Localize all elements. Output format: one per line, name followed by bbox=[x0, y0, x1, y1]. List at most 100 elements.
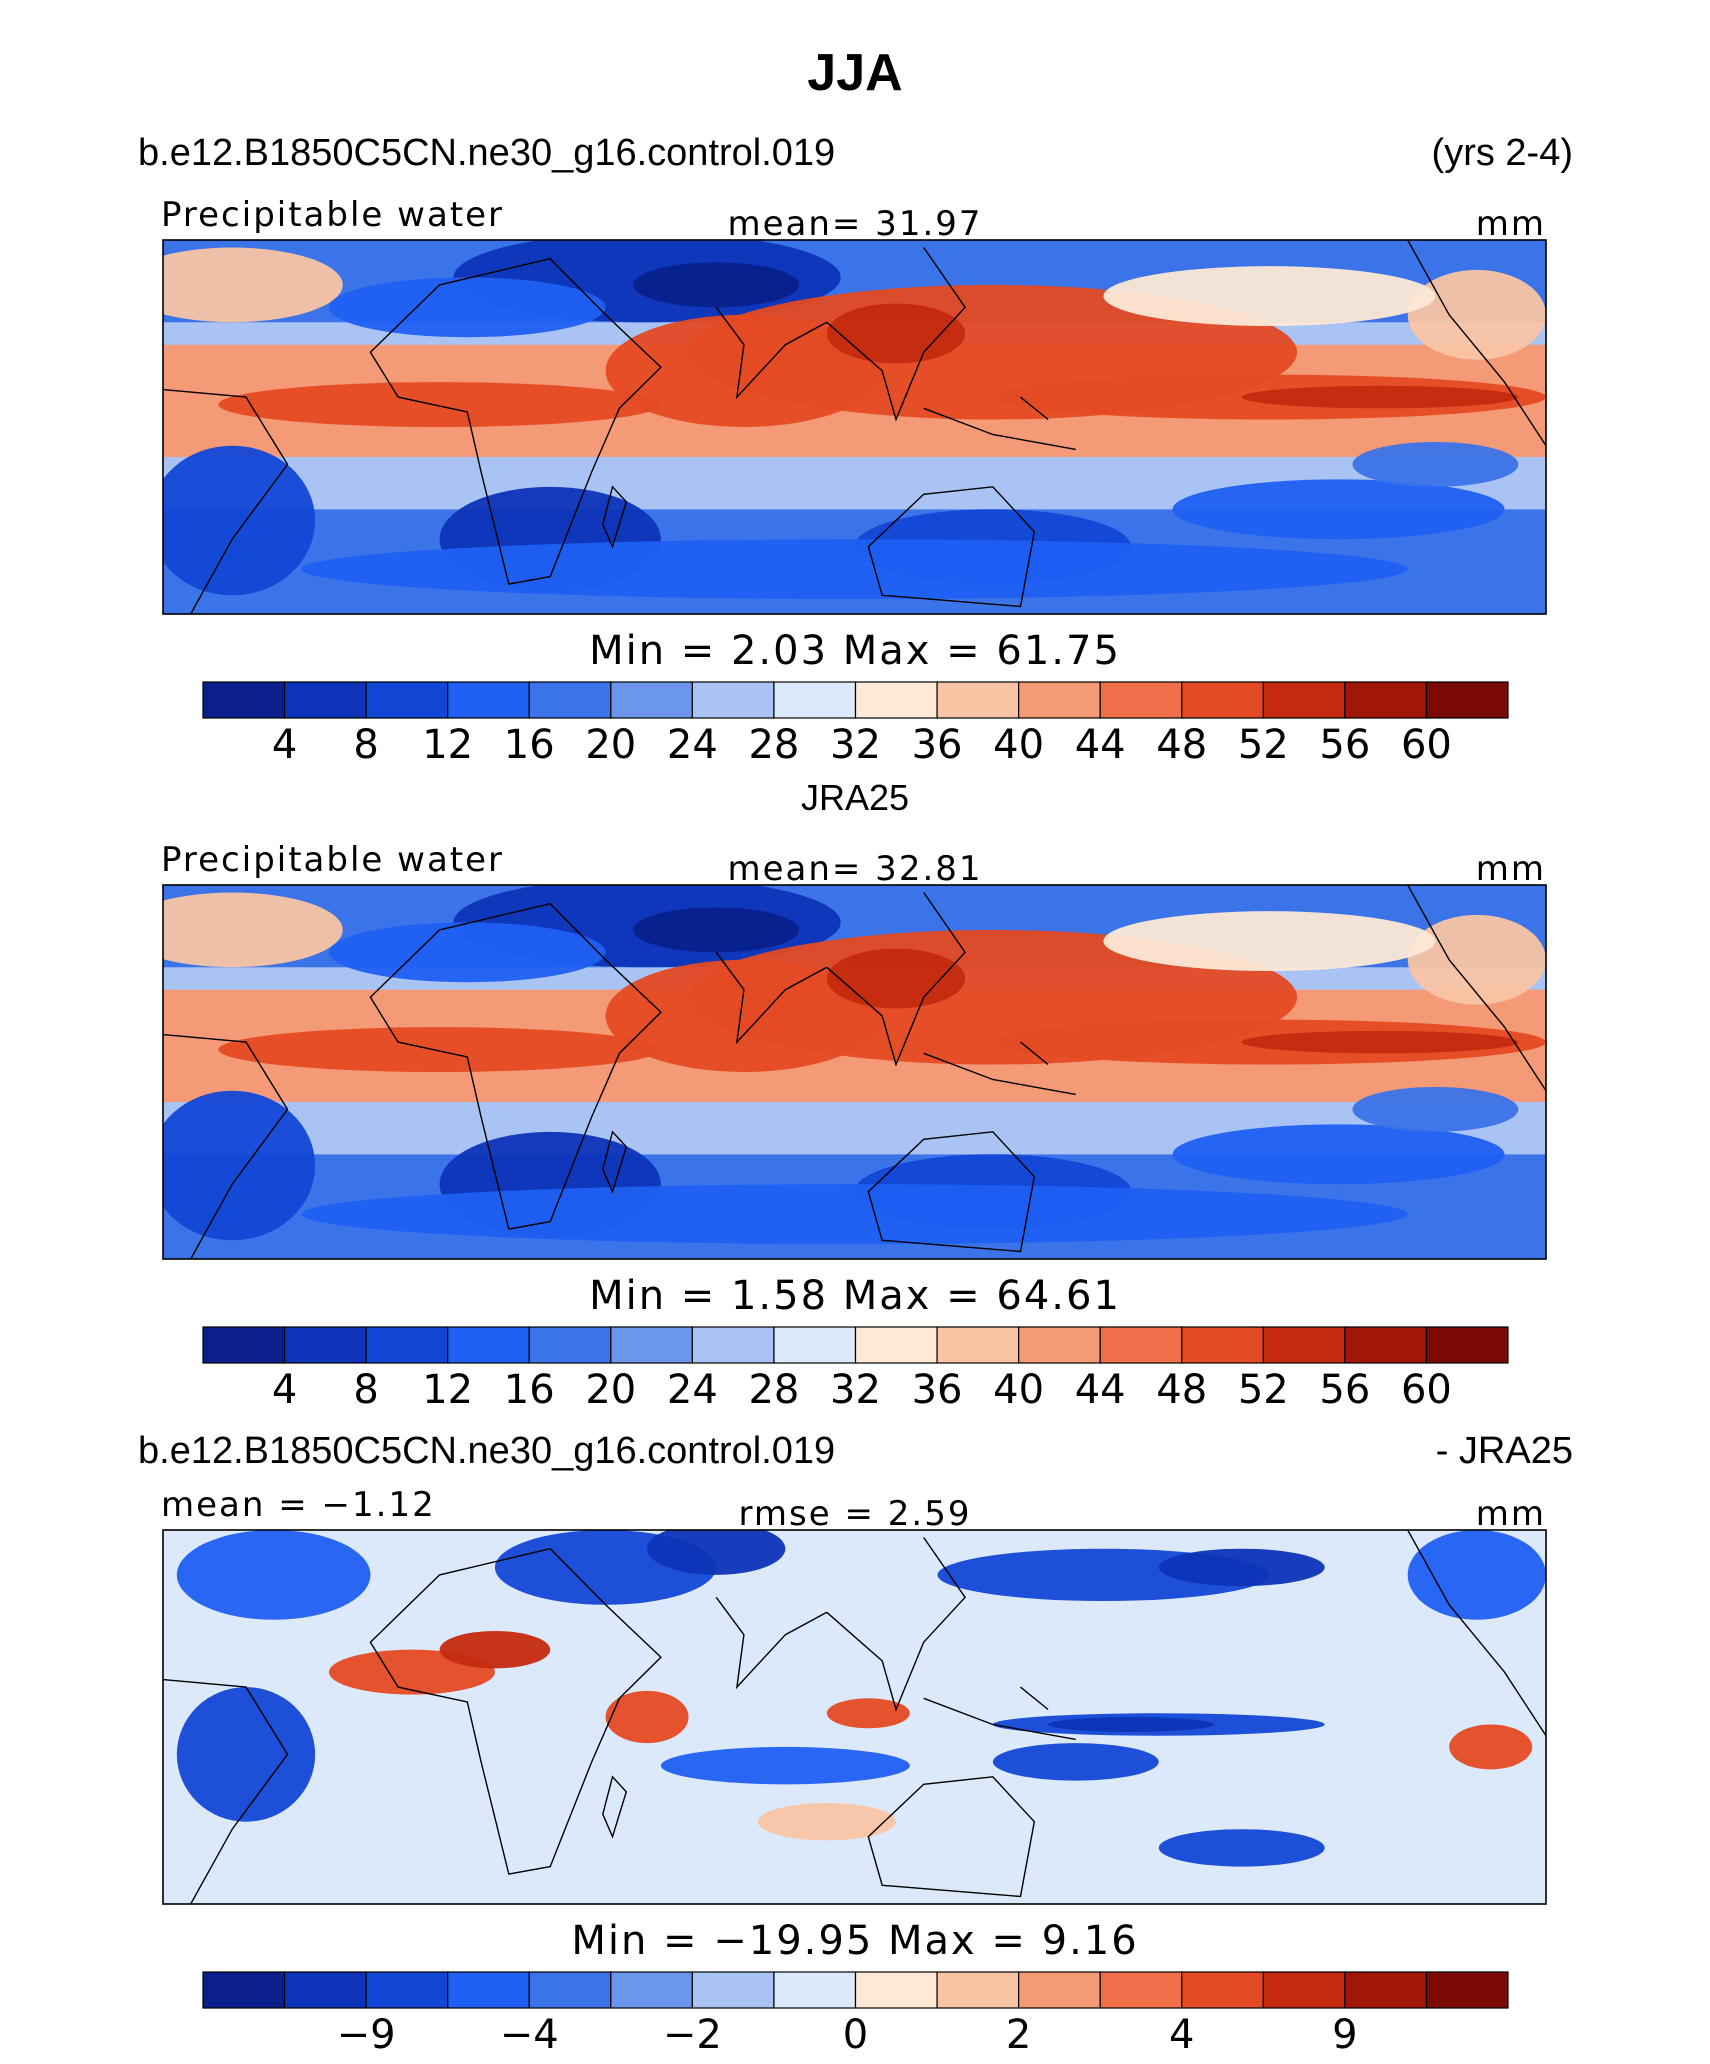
colorbar-box bbox=[773, 1326, 857, 1364]
colorbar-box bbox=[1181, 1971, 1264, 2009]
colorbar-box bbox=[610, 681, 693, 719]
colorbar-box bbox=[1018, 1971, 1101, 2009]
case-name-diff: b.e12.B1850C5CN.ne30_g16.control.019 bbox=[138, 1430, 835, 1472]
colorbar-box bbox=[1344, 1971, 1428, 2009]
panel-units-label: mm bbox=[1476, 1494, 1546, 1534]
colorbar-box bbox=[365, 1971, 449, 2009]
panel-2: Precipitable water mean= 32.81 mm Min = 1.5… bbox=[161, 840, 1547, 1413]
field-contour bbox=[826, 1698, 910, 1729]
field-contour bbox=[605, 959, 883, 1072]
colorbar-box bbox=[202, 1326, 286, 1364]
field-contour bbox=[176, 1530, 371, 1620]
colorbar-tick-label: 4 bbox=[1169, 2012, 1194, 2058]
field-contour bbox=[1449, 1724, 1533, 1770]
panel-left-label: Precipitable water bbox=[161, 840, 504, 880]
colorbar-tick-label: 40 bbox=[993, 722, 1044, 768]
panel-units-label: mm bbox=[1476, 204, 1546, 244]
colorbar-box bbox=[528, 681, 612, 719]
map-frame bbox=[162, 239, 1547, 615]
colorbar-tick-label: 44 bbox=[1075, 1367, 1126, 1413]
field-contour bbox=[605, 314, 883, 427]
field-contour bbox=[633, 907, 800, 953]
field-contour bbox=[163, 1090, 316, 1241]
colorbar-box bbox=[773, 681, 857, 719]
colorbar-box bbox=[936, 1971, 1020, 2009]
colorbar-box bbox=[1262, 1326, 1346, 1364]
panel-units-label: mm bbox=[1476, 849, 1546, 889]
colorbar-box bbox=[1425, 1971, 1509, 2009]
field-contour bbox=[660, 1746, 910, 1785]
panel-center-label: mean= 31.97 bbox=[727, 204, 982, 244]
field-contour bbox=[605, 1690, 689, 1744]
field-contour bbox=[1407, 914, 1546, 1005]
colorbar-tick-label: 32 bbox=[830, 1367, 881, 1413]
colorbar-box bbox=[283, 1971, 367, 2009]
panel-stats: Min = 2.03 Max = 61.75 bbox=[589, 628, 1121, 674]
colorbar-box bbox=[528, 1326, 612, 1364]
colorbar-box bbox=[283, 1326, 367, 1364]
panel-stats: Min = 1.58 Max = 64.61 bbox=[589, 1273, 1121, 1319]
colorbar-tick-label: 24 bbox=[667, 722, 718, 768]
field-contour bbox=[1352, 441, 1519, 487]
colorbar-box bbox=[447, 1326, 530, 1364]
colorbar-box bbox=[528, 1971, 612, 2009]
field-contour bbox=[992, 1743, 1159, 1781]
coastlines bbox=[163, 1530, 1546, 1904]
colorbar-box bbox=[1018, 1326, 1101, 1364]
colorbar-tick-label: −4 bbox=[500, 2012, 559, 2058]
diff-suffix-label: - JRA25 bbox=[1436, 1430, 1573, 1472]
field-contour bbox=[328, 922, 606, 983]
colorbar-tick-label: 56 bbox=[1319, 722, 1370, 768]
years-label: (yrs 2-4) bbox=[1432, 132, 1573, 174]
colorbar-tick-label: 32 bbox=[830, 722, 881, 768]
field-contour bbox=[1407, 1530, 1546, 1620]
map-field bbox=[163, 885, 1546, 1259]
colorbar-tick-label: 0 bbox=[843, 2012, 868, 2058]
colorbar-tick-label: 4 bbox=[272, 1367, 297, 1413]
colorbar-tick-label: 48 bbox=[1156, 722, 1207, 768]
colorbar-tick-label: 12 bbox=[422, 722, 473, 768]
colorbar-tick-label: 36 bbox=[912, 722, 963, 768]
field-contour bbox=[328, 277, 606, 338]
field-contour bbox=[826, 948, 966, 1009]
colorbar-tick-label: 56 bbox=[1319, 1367, 1370, 1413]
colorbar-box bbox=[1099, 1971, 1183, 2009]
colorbar-box bbox=[283, 681, 367, 719]
colorbar-tick-label: 48 bbox=[1156, 1367, 1207, 1413]
panel-center-label: rmse = 2.59 bbox=[739, 1494, 972, 1534]
colorbar-box bbox=[1018, 681, 1101, 719]
panel-left-label: Precipitable water bbox=[161, 195, 504, 235]
field-contour bbox=[1158, 1548, 1325, 1587]
field-contour bbox=[1407, 269, 1546, 360]
field-contour bbox=[1172, 1124, 1505, 1185]
colorbar-tick-label: −9 bbox=[337, 2012, 396, 2058]
field-contour bbox=[757, 1803, 896, 1841]
figure-title: JJA bbox=[807, 44, 902, 102]
colorbar-box bbox=[854, 681, 938, 719]
panel-center-label: mean= 32.81 bbox=[727, 849, 982, 889]
colorbar-tick-label: 4 bbox=[272, 722, 297, 768]
field-contour bbox=[1048, 1717, 1215, 1732]
field-contour bbox=[176, 1687, 316, 1822]
panel-left-label: mean = −1.12 bbox=[161, 1485, 436, 1525]
colorbar-box bbox=[1099, 681, 1183, 719]
colorbar-tick-label: 20 bbox=[585, 1367, 636, 1413]
colorbar-tick-label: 24 bbox=[667, 1367, 718, 1413]
colorbar: −9 −4 −2 0 2 4 9 bbox=[202, 1971, 1509, 2058]
colorbar-tick-label: 12 bbox=[422, 1367, 473, 1413]
colorbar-box bbox=[1425, 1326, 1509, 1364]
colorbar-box bbox=[447, 681, 530, 719]
field-contour bbox=[1103, 911, 1436, 972]
map-frame bbox=[162, 1529, 1547, 1905]
field-contour bbox=[439, 1630, 551, 1669]
colorbar-tick-label: 44 bbox=[1075, 722, 1126, 768]
colorbar-box bbox=[1344, 681, 1428, 719]
coastlines bbox=[163, 885, 1546, 1259]
colorbar-tick-label: 16 bbox=[504, 722, 555, 768]
colorbar-tick-label: 20 bbox=[585, 722, 636, 768]
field-contour bbox=[1158, 1829, 1325, 1867]
map-field bbox=[163, 240, 1546, 614]
field-contour bbox=[1352, 1086, 1519, 1132]
colorbar-box bbox=[1181, 681, 1264, 719]
